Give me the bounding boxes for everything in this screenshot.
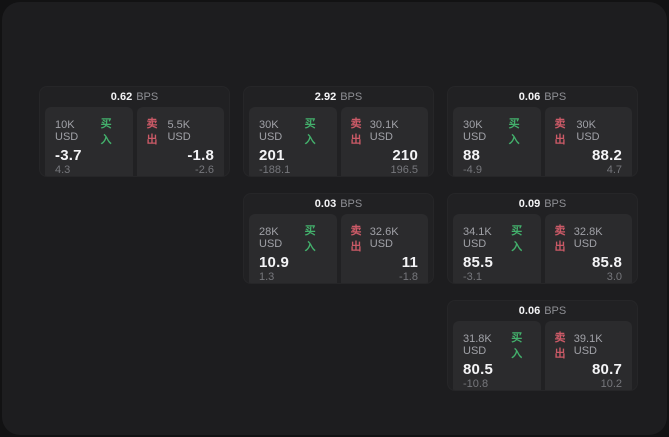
buy-label: 买入	[508, 118, 520, 146]
buy-price: 201	[259, 147, 285, 164]
buy-pane[interactable]: 28K USD 买入 10.9 1.3	[249, 214, 337, 283]
buy-sub-value: -188.1	[259, 164, 291, 176]
buy-label: 买入	[304, 118, 316, 146]
bps-unit-label: BPS	[544, 305, 567, 317]
buy-sell-panes: 30K USD 买入 88 -4.9 卖出 30K USD 88.2 4.7	[453, 107, 632, 176]
bps-value: 0.62	[110, 91, 133, 103]
buy-pane[interactable]: 34.1K USD 买入 85.5 -3.1	[453, 214, 541, 283]
buy-sub-value: -3.1	[463, 271, 482, 283]
sell-sub-value: -1.8	[399, 271, 418, 283]
bps-unit-label: BPS	[136, 91, 159, 103]
sell-price: 88.2	[592, 147, 622, 164]
bps-header: 0.09 BPS	[448, 194, 637, 214]
sell-pane[interactable]: 卖出 39.1K USD 80.7 10.2	[544, 321, 632, 390]
buy-sub-value: 1.3	[259, 271, 275, 283]
sell-price: 80.7	[592, 361, 622, 378]
sell-sub-value: 3.0	[606, 271, 622, 283]
quote-card: 0.06 BPS 31.8K USD 买入 80.5 -10.8 卖出 39.1…	[447, 300, 638, 391]
buy-label: 买入	[511, 225, 523, 253]
buy-sell-panes: 30K USD 买入 201 -188.1 卖出 30.1K USD 210 1…	[249, 107, 428, 176]
sell-pane[interactable]: 卖出 30K USD 88.2 4.7	[544, 107, 632, 176]
sell-label: 卖出	[554, 225, 566, 253]
quote-card: 2.92 BPS 30K USD 买入 201 -188.1 卖出 30.1K …	[243, 86, 434, 177]
sell-pane[interactable]: 卖出 5.5K USD -1.8 -2.6	[136, 107, 224, 176]
sell-sub-value: 4.7	[606, 164, 622, 176]
sell-price: 85.8	[592, 254, 622, 271]
bps-header: 0.03 BPS	[244, 194, 433, 214]
buy-pane[interactable]: 30K USD 买入 201 -188.1	[249, 107, 337, 176]
sell-pane[interactable]: 卖出 32.6K USD 11 -1.8	[340, 214, 428, 283]
buy-price: 88	[463, 147, 481, 164]
sell-sub-value: 196.5	[390, 164, 418, 176]
sell-size: 32.8K USD	[573, 226, 603, 250]
buy-label: 买入	[100, 118, 112, 146]
sell-label: 卖出	[554, 118, 566, 146]
sell-sub-value: 10.2	[600, 378, 622, 390]
sell-size: 32.6K USD	[369, 226, 399, 250]
quote-cards-grid: 0.62 BPS 10K USD 买入 -3.7 4.3 卖出 5.5K USD	[39, 86, 638, 391]
sell-size: 30K USD	[576, 119, 600, 143]
quote-card: 0.03 BPS 28K USD 买入 10.9 1.3 卖出 32.6K US…	[243, 193, 434, 284]
bps-unit-label: BPS	[340, 198, 363, 210]
sell-sub-value: -2.6	[195, 164, 214, 176]
buy-sell-panes: 28K USD 买入 10.9 1.3 卖出 32.6K USD 11 -1.8	[249, 214, 428, 283]
sell-label: 卖出	[146, 118, 158, 146]
bps-header: 0.06 BPS	[448, 301, 637, 321]
bps-unit-label: BPS	[544, 91, 567, 103]
buy-price: 80.5	[463, 361, 493, 378]
sell-price: -1.8	[187, 147, 214, 164]
sell-price: 210	[392, 147, 418, 164]
bps-unit-label: BPS	[544, 198, 567, 210]
buy-price: 10.9	[259, 254, 289, 271]
sell-label: 卖出	[350, 225, 362, 253]
sell-size: 39.1K USD	[573, 333, 603, 357]
buy-size: 34.1K USD	[463, 226, 492, 250]
bps-value: 2.92	[314, 91, 337, 103]
buy-pane[interactable]: 31.8K USD 买入 80.5 -10.8	[453, 321, 541, 390]
bps-value: 0.03	[314, 198, 337, 210]
buy-sub-value: -10.8	[463, 378, 489, 390]
buy-size: 28K USD	[259, 226, 283, 250]
bps-value: 0.06	[518, 91, 541, 103]
buy-label: 买入	[304, 225, 316, 253]
quote-card: 0.62 BPS 10K USD 买入 -3.7 4.3 卖出 5.5K USD	[39, 86, 230, 177]
buy-size: 30K USD	[259, 119, 283, 143]
bps-header: 2.92 BPS	[244, 87, 433, 107]
bps-value: 0.06	[518, 305, 541, 317]
buy-sub-value: 4.3	[55, 164, 71, 176]
sell-label: 卖出	[554, 332, 566, 360]
sell-pane[interactable]: 卖出 32.8K USD 85.8 3.0	[544, 214, 632, 283]
sell-price: 11	[401, 254, 418, 271]
sell-size: 30.1K USD	[369, 119, 399, 143]
quote-card: 0.09 BPS 34.1K USD 买入 85.5 -3.1 卖出 32.8K…	[447, 193, 638, 284]
buy-label: 买入	[511, 332, 523, 360]
buy-size: 10K USD	[55, 119, 79, 143]
quote-card: 0.06 BPS 30K USD 买入 88 -4.9 卖出 30K USD	[447, 86, 638, 177]
bps-unit-label: BPS	[340, 91, 363, 103]
bps-value: 0.09	[518, 198, 541, 210]
buy-sub-value: -4.9	[463, 164, 482, 176]
buy-pane[interactable]: 30K USD 买入 88 -4.9	[453, 107, 541, 176]
buy-price: 85.5	[463, 254, 493, 271]
sell-pane[interactable]: 卖出 30.1K USD 210 196.5	[340, 107, 428, 176]
buy-size: 31.8K USD	[463, 333, 492, 357]
buy-sell-panes: 34.1K USD 买入 85.5 -3.1 卖出 32.8K USD 85.8…	[453, 214, 632, 283]
bps-header: 0.06 BPS	[448, 87, 637, 107]
sell-size: 5.5K USD	[167, 119, 191, 143]
buy-sell-panes: 10K USD 买入 -3.7 4.3 卖出 5.5K USD -1.8 -2.…	[45, 107, 224, 176]
sell-label: 卖出	[350, 118, 362, 146]
buy-sell-panes: 31.8K USD 买入 80.5 -10.8 卖出 39.1K USD 80.…	[453, 321, 632, 390]
buy-price: -3.7	[55, 147, 82, 164]
buy-size: 30K USD	[463, 119, 487, 143]
buy-pane[interactable]: 10K USD 买入 -3.7 4.3	[45, 107, 133, 176]
bps-header: 0.62 BPS	[40, 87, 229, 107]
